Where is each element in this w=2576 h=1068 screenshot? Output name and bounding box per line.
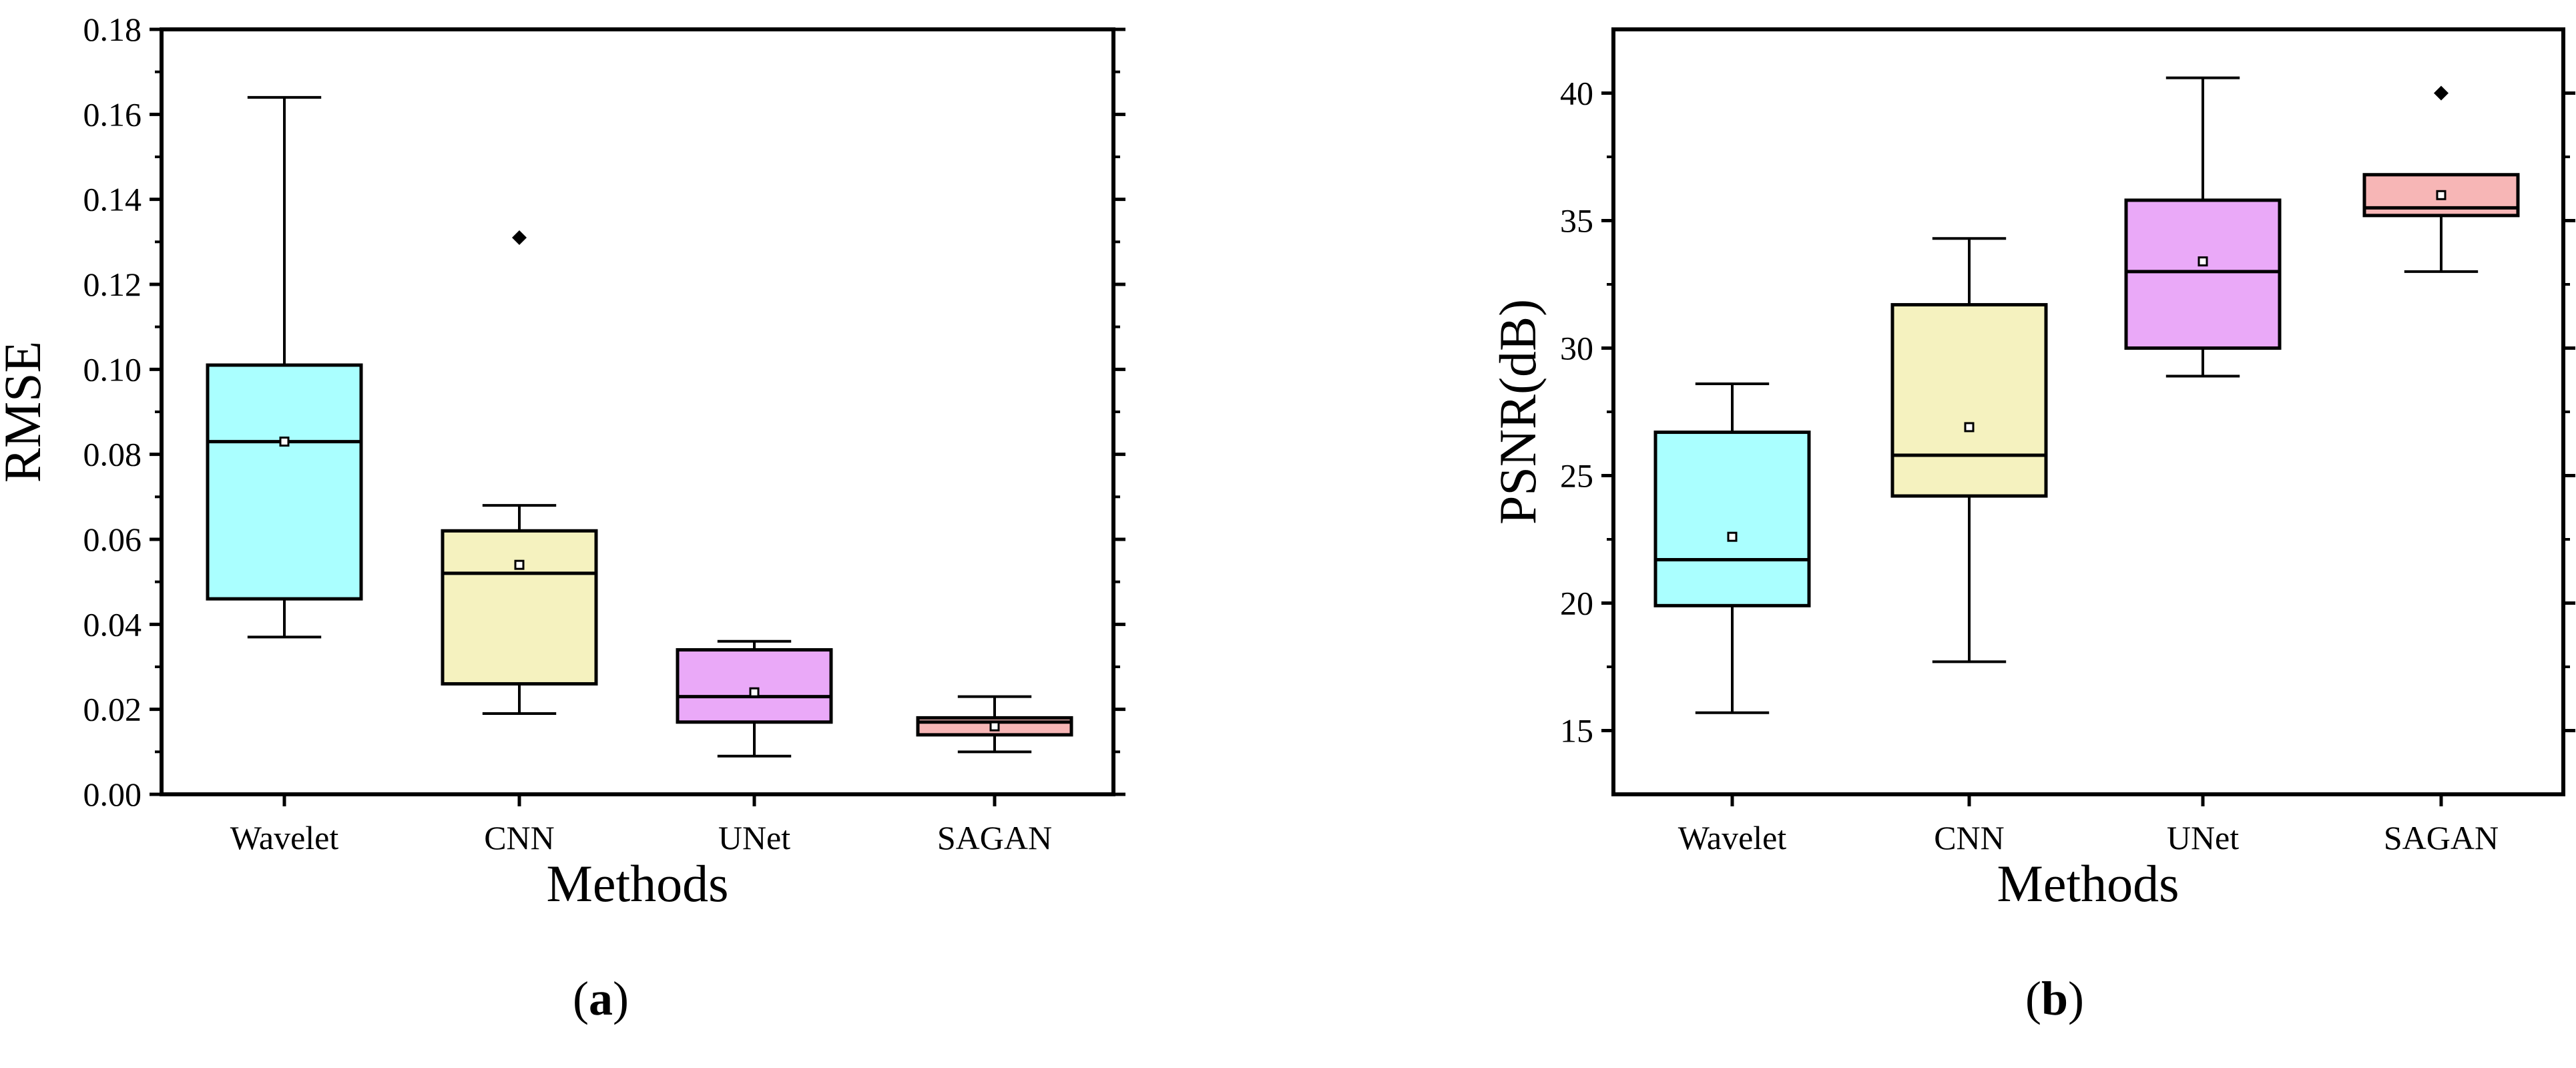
box-iqr [206,363,363,601]
x-tick-label: SAGAN [2384,819,2499,856]
y-tick-label: 0.08 [83,436,142,473]
y-tick-label: 20 [1560,585,1593,622]
box-wavelet [206,95,363,639]
mean-marker [1727,531,1738,542]
box-iqr [2124,198,2282,350]
outlier-point [512,230,527,245]
x-tick-label: Wavelet [230,819,339,856]
box-iqr [1890,303,2048,498]
y-tick-label: 15 [1560,712,1593,750]
x-tick-label: CNN [1934,819,2005,856]
y-tick-label: 0.10 [83,350,142,388]
box-cnn [1890,237,2048,663]
x-tick-label: UNet [2167,819,2239,856]
mean-marker [279,437,290,447]
panel-label: (b) [2025,972,2084,1025]
box-cnn [441,230,598,716]
y-axis-title: PSNR(dB) [1489,299,1547,525]
plot-frame [1611,27,2565,796]
mean-marker [989,721,1000,732]
box-sagan [916,695,1073,754]
y-tick-label: 35 [1560,202,1593,240]
y-axis-title: RMSE [0,341,51,483]
box-sagan [2362,85,2520,273]
x-axis-title: Methods [1997,854,2179,912]
mean-marker [749,687,760,698]
panel-label: (a) [573,972,629,1025]
y-tick-label: 0.14 [83,181,142,218]
outlier-point [2434,85,2449,101]
mean-marker [1964,422,1975,433]
x-tick-label: UNet [718,819,790,856]
x-tick-label: SAGAN [937,819,1052,856]
y-tick-label: 40 [1560,75,1593,112]
chart-panel-a: 0.00 0.02 0.04 0.06 0.08 0.10 0.12 0.14 0.16 0.18… [0,11,1125,1025]
chart-panel-b: 15 20 25 30 35 40 Wavelet CNN UNet SAGAN Methods PS… [1489,27,2575,1025]
mean-marker [2436,190,2446,200]
y-tick-label: 0.16 [83,95,142,133]
y-tick-label: 0.02 [83,691,142,728]
box-iqr [1653,431,1811,607]
y-tick-label: 0.18 [83,11,142,48]
y-tick-label: 0.12 [83,266,142,303]
y-tick-label: 25 [1560,457,1593,495]
mean-marker [2198,256,2208,267]
box-unet [2124,76,2282,378]
x-tick-label: Wavelet [1678,819,1787,856]
box-wavelet [1653,382,1811,714]
box-unet [676,639,833,758]
y-tick-label: 0.06 [83,521,142,558]
x-tick-label: CNN [484,819,555,856]
y-tick-label: 0.04 [83,605,142,643]
mean-marker [514,559,525,570]
x-axis-title: Methods [547,854,729,912]
box-iqr [441,529,598,686]
y-tick-label: 30 [1560,330,1593,367]
box-iqr [676,648,833,724]
y-tick-label: 0.00 [83,776,142,813]
